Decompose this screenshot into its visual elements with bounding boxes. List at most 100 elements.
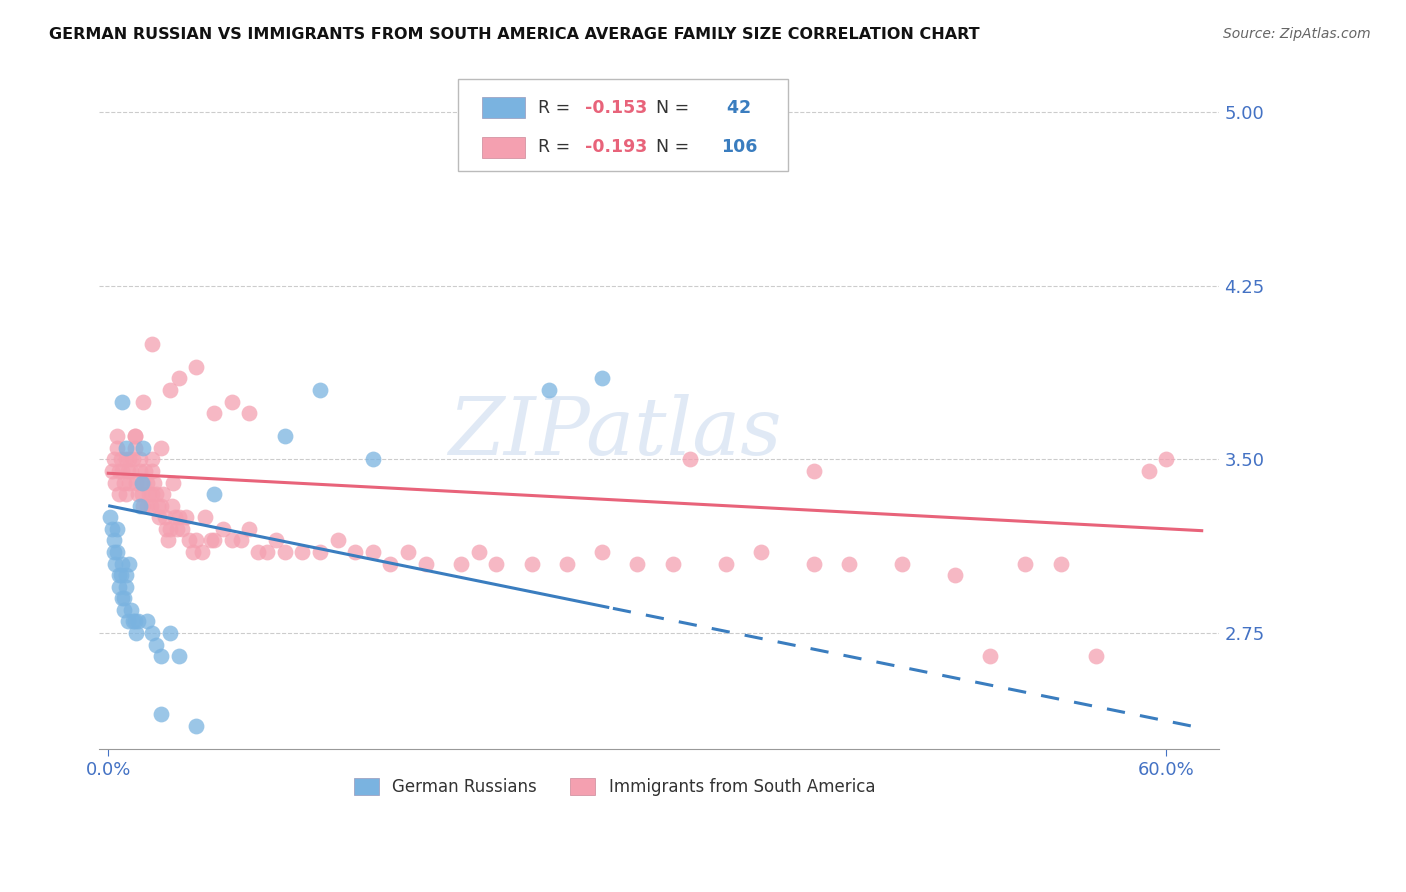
Point bbox=[679, 452, 702, 467]
Point bbox=[110, 452, 132, 467]
Point bbox=[714, 557, 737, 571]
Text: 106: 106 bbox=[721, 138, 758, 156]
Point bbox=[98, 510, 121, 524]
Point bbox=[450, 557, 472, 571]
Point bbox=[159, 383, 181, 397]
Point bbox=[591, 371, 613, 385]
Point bbox=[167, 371, 190, 385]
Point bbox=[221, 533, 243, 548]
Point bbox=[1014, 557, 1036, 571]
Point bbox=[150, 441, 173, 455]
Point bbox=[112, 475, 135, 490]
Point bbox=[186, 533, 208, 548]
Point bbox=[749, 545, 772, 559]
Point bbox=[165, 510, 187, 524]
Point bbox=[105, 522, 128, 536]
Point bbox=[115, 568, 138, 582]
Point bbox=[200, 533, 222, 548]
Point bbox=[100, 464, 122, 478]
Point bbox=[159, 626, 181, 640]
Point bbox=[132, 441, 155, 455]
Text: R =: R = bbox=[538, 138, 576, 156]
Point bbox=[108, 464, 131, 478]
Point bbox=[1137, 464, 1160, 478]
Point bbox=[155, 522, 177, 536]
Point bbox=[326, 533, 349, 548]
Point bbox=[104, 557, 127, 571]
Point bbox=[122, 452, 145, 467]
Point bbox=[125, 626, 148, 640]
Text: ZIPatlas: ZIPatlas bbox=[449, 394, 782, 472]
Text: -0.193: -0.193 bbox=[585, 138, 648, 156]
Point bbox=[124, 429, 146, 443]
Point bbox=[485, 557, 508, 571]
Point bbox=[890, 557, 912, 571]
Point bbox=[150, 499, 173, 513]
FancyBboxPatch shape bbox=[458, 78, 789, 171]
Point bbox=[396, 545, 419, 559]
Point bbox=[380, 557, 402, 571]
Point bbox=[186, 359, 208, 374]
Text: 42: 42 bbox=[721, 99, 751, 117]
Point bbox=[103, 452, 125, 467]
Point bbox=[129, 452, 152, 467]
Point bbox=[145, 638, 167, 652]
Point bbox=[138, 487, 160, 501]
Point bbox=[110, 568, 132, 582]
Point bbox=[167, 649, 190, 664]
Point bbox=[202, 406, 225, 420]
Point bbox=[141, 336, 163, 351]
Point bbox=[141, 452, 163, 467]
Point bbox=[120, 603, 142, 617]
Text: N =: N = bbox=[645, 138, 695, 156]
Point bbox=[124, 441, 146, 455]
Point bbox=[105, 441, 128, 455]
Point bbox=[256, 545, 278, 559]
Point bbox=[943, 568, 966, 582]
Point bbox=[467, 545, 489, 559]
Point bbox=[150, 706, 173, 721]
Legend: German Russians, Immigrants from South America: German Russians, Immigrants from South A… bbox=[346, 769, 883, 805]
Point bbox=[108, 580, 131, 594]
Point bbox=[141, 464, 163, 478]
Point bbox=[115, 487, 138, 501]
Point bbox=[112, 603, 135, 617]
Point bbox=[803, 464, 825, 478]
Point bbox=[803, 557, 825, 571]
Point bbox=[124, 429, 146, 443]
Point bbox=[112, 591, 135, 606]
Point bbox=[159, 522, 181, 536]
Point bbox=[111, 557, 134, 571]
Point bbox=[361, 452, 384, 467]
Point bbox=[143, 475, 166, 490]
Point bbox=[120, 464, 142, 478]
Point bbox=[202, 487, 225, 501]
Point bbox=[111, 394, 134, 409]
Point bbox=[145, 487, 167, 501]
Point bbox=[141, 626, 163, 640]
Point bbox=[212, 522, 235, 536]
Point bbox=[132, 394, 155, 409]
Point bbox=[415, 557, 437, 571]
Text: R =: R = bbox=[538, 99, 576, 117]
Point bbox=[103, 533, 125, 548]
Point bbox=[157, 533, 180, 548]
Point bbox=[190, 545, 212, 559]
Text: N =: N = bbox=[645, 99, 695, 117]
Point bbox=[108, 487, 131, 501]
Point bbox=[131, 475, 153, 490]
Point bbox=[172, 522, 194, 536]
Point bbox=[125, 475, 148, 490]
Point bbox=[111, 464, 134, 478]
Point bbox=[247, 545, 270, 559]
Point bbox=[194, 510, 217, 524]
Point bbox=[118, 557, 141, 571]
Point bbox=[117, 615, 139, 629]
Point bbox=[555, 557, 578, 571]
Point bbox=[273, 429, 295, 443]
Point bbox=[626, 557, 648, 571]
Point bbox=[221, 394, 243, 409]
Point bbox=[309, 383, 332, 397]
Text: -0.153: -0.153 bbox=[585, 99, 648, 117]
Point bbox=[129, 464, 152, 478]
